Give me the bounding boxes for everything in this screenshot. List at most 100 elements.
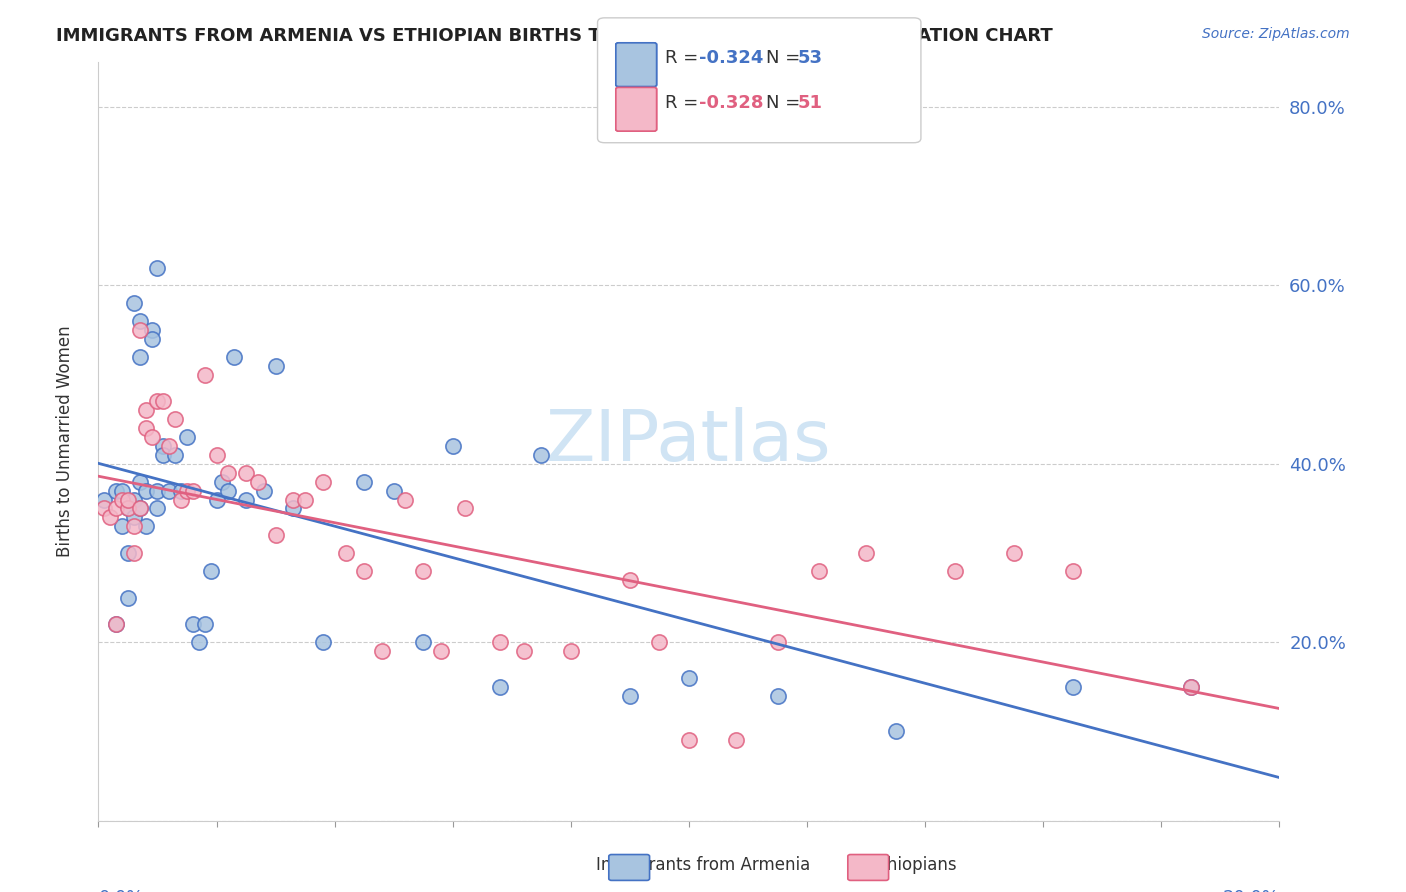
Text: 51: 51 bbox=[797, 94, 823, 112]
Point bbox=[453, 501, 475, 516]
Text: -0.324: -0.324 bbox=[699, 49, 763, 67]
Point bbox=[170, 492, 193, 507]
Point bbox=[1062, 564, 1084, 578]
Point bbox=[205, 448, 228, 462]
Text: N =: N = bbox=[766, 94, 806, 112]
Point bbox=[441, 439, 464, 453]
Point bbox=[135, 519, 157, 533]
Point bbox=[105, 483, 128, 498]
Text: Source: ZipAtlas.com: Source: ZipAtlas.com bbox=[1202, 27, 1350, 41]
Point bbox=[1180, 680, 1202, 694]
Point bbox=[105, 617, 128, 632]
Point bbox=[117, 591, 139, 605]
Point bbox=[766, 635, 789, 649]
Point bbox=[489, 635, 512, 649]
Point bbox=[135, 403, 157, 417]
Point bbox=[335, 546, 357, 560]
Point bbox=[105, 617, 128, 632]
Point bbox=[394, 492, 416, 507]
Point bbox=[530, 448, 553, 462]
Point bbox=[105, 501, 128, 516]
Point bbox=[181, 483, 204, 498]
Point bbox=[353, 564, 375, 578]
Point bbox=[122, 546, 145, 560]
Point bbox=[128, 314, 150, 328]
Point bbox=[648, 635, 671, 649]
Point bbox=[235, 492, 257, 507]
Point bbox=[246, 475, 269, 489]
Point bbox=[165, 412, 187, 426]
Text: IMMIGRANTS FROM ARMENIA VS ETHIOPIAN BIRTHS TO UNMARRIED WOMEN CORRELATION CHART: IMMIGRANTS FROM ARMENIA VS ETHIOPIAN BIR… bbox=[56, 27, 1053, 45]
Point bbox=[176, 430, 198, 444]
Point bbox=[264, 528, 287, 542]
Point bbox=[146, 394, 169, 409]
Point bbox=[382, 483, 405, 498]
Point bbox=[122, 519, 145, 533]
Point bbox=[512, 644, 534, 658]
Point bbox=[181, 617, 204, 632]
Point bbox=[117, 546, 139, 560]
Point bbox=[128, 323, 150, 337]
Point bbox=[176, 483, 198, 498]
Point bbox=[93, 501, 115, 516]
Point bbox=[619, 689, 641, 703]
Point bbox=[200, 564, 222, 578]
Point bbox=[141, 332, 163, 346]
Point bbox=[283, 492, 305, 507]
Point bbox=[943, 564, 966, 578]
Point bbox=[884, 724, 907, 739]
Point bbox=[211, 475, 233, 489]
Point bbox=[353, 475, 375, 489]
Point bbox=[146, 501, 169, 516]
Point bbox=[725, 733, 748, 747]
Point bbox=[412, 635, 434, 649]
Text: -0.328: -0.328 bbox=[699, 94, 763, 112]
Point bbox=[371, 644, 394, 658]
Point bbox=[152, 448, 174, 462]
Point bbox=[194, 617, 217, 632]
Point bbox=[135, 421, 157, 435]
Point bbox=[157, 483, 180, 498]
Point bbox=[217, 483, 239, 498]
Point bbox=[122, 510, 145, 524]
Point bbox=[855, 546, 877, 560]
Point bbox=[152, 439, 174, 453]
Text: 0.0%: 0.0% bbox=[98, 888, 143, 892]
Y-axis label: Births to Unmarried Women: Births to Unmarried Women bbox=[56, 326, 75, 558]
Point bbox=[117, 501, 139, 516]
Text: Ethiopians: Ethiopians bbox=[870, 856, 957, 874]
Point bbox=[93, 492, 115, 507]
Point bbox=[170, 483, 193, 498]
Point bbox=[146, 483, 169, 498]
Point bbox=[560, 644, 582, 658]
Point bbox=[807, 564, 830, 578]
Point bbox=[111, 492, 134, 507]
Point bbox=[312, 475, 335, 489]
Point bbox=[128, 350, 150, 364]
Point bbox=[117, 501, 139, 516]
Point bbox=[235, 466, 257, 480]
Point bbox=[146, 260, 169, 275]
Point bbox=[205, 492, 228, 507]
Point bbox=[152, 394, 174, 409]
Text: 20.0%: 20.0% bbox=[1223, 888, 1279, 892]
Point bbox=[117, 492, 139, 507]
Point bbox=[224, 350, 246, 364]
Point bbox=[187, 635, 209, 649]
Text: ZIPatlas: ZIPatlas bbox=[546, 407, 832, 476]
Point bbox=[619, 573, 641, 587]
Point bbox=[766, 689, 789, 703]
Text: R =: R = bbox=[665, 94, 704, 112]
Point bbox=[111, 483, 134, 498]
Text: R =: R = bbox=[665, 49, 704, 67]
Point bbox=[1180, 680, 1202, 694]
Point bbox=[111, 519, 134, 533]
Point bbox=[141, 323, 163, 337]
Point bbox=[489, 680, 512, 694]
Point bbox=[157, 439, 180, 453]
Point bbox=[128, 501, 150, 516]
Point bbox=[135, 483, 157, 498]
Point bbox=[283, 501, 305, 516]
Point bbox=[217, 466, 239, 480]
Point bbox=[194, 368, 217, 382]
